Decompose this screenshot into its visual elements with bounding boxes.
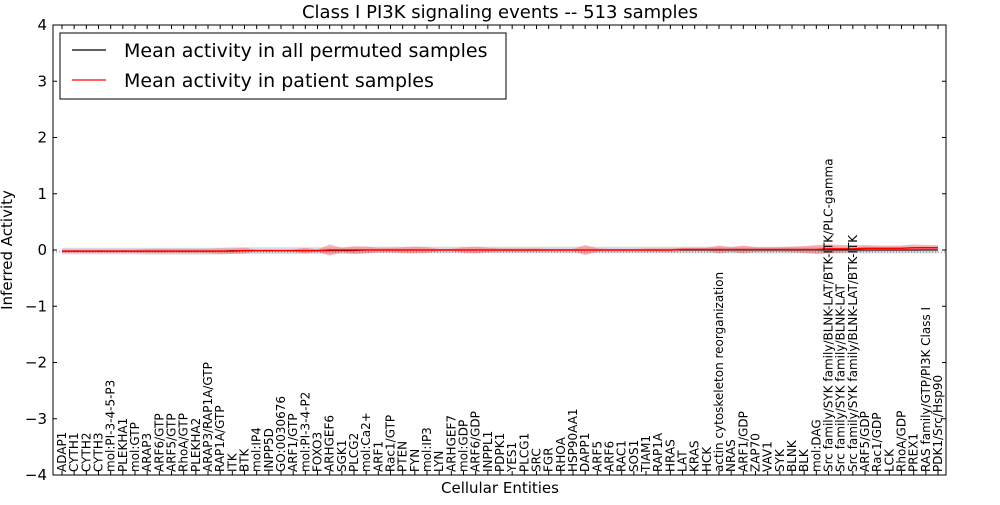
y-tick-label: −4: [25, 466, 47, 484]
x-category-label: SOS1: [627, 440, 641, 472]
x-category-label: RAP1A/GTP: [213, 405, 227, 472]
series-line-patient: [62, 247, 938, 252]
x-category-label: RAC1: [615, 440, 629, 472]
x-category-label: PLCG1: [517, 433, 531, 472]
chart-title: Class I PI3K signaling events -- 513 sam…: [302, 2, 698, 23]
x-category-label: YES1: [505, 442, 519, 473]
x-category-label: mol:DAG: [809, 419, 823, 472]
x-category-label: RHOA: [554, 436, 568, 472]
x-category-label: SRC: [530, 448, 544, 472]
x-category-label: FOXO3: [311, 432, 325, 472]
x-category-label: ADAP1: [55, 432, 69, 472]
x-category-label: mol:Ca2+: [359, 412, 373, 472]
x-category-label: HSP90AA1: [566, 408, 580, 472]
x-category-label: actin cytoskeleton reorganization: [712, 272, 726, 472]
x-category-label: LAT: [676, 450, 690, 472]
x-category-label: ARF5/GTP: [165, 413, 179, 472]
x-category-label: ARF1/GDP: [736, 411, 750, 472]
x-category-label: mol:GDP: [457, 420, 471, 472]
legend: Mean activity in all permuted samples Me…: [59, 32, 507, 100]
x-category-label: DAPP1: [578, 433, 592, 472]
x-category-label: Rac1/GDP: [870, 413, 884, 472]
x-category-label: SYK: [773, 448, 787, 472]
x-category-label: ARAP3: [140, 433, 154, 472]
y-tick-label: 3: [37, 72, 47, 90]
y-tick-label: 0: [37, 241, 47, 259]
x-category-label: BLNK: [785, 439, 799, 472]
x-category-label: ARF6/GTP: [152, 413, 166, 472]
x-category-label: ARF5/GDP: [858, 411, 872, 472]
x-category-label: Src family/SYK family/BLNK-LAT/BTK-ITK: [846, 234, 860, 472]
x-category-label: ARF1: [371, 441, 385, 472]
legend-box: [59, 32, 507, 100]
x-category-label: HRAS: [663, 439, 677, 472]
x-category-label: GO:0030676: [274, 396, 288, 472]
x-category-label: mol:IP3: [420, 427, 434, 472]
x-category-label: Src family/SYK family/BLNK-LAT/BTK-ITK/P…: [822, 158, 836, 472]
y-axis-ticks: 4 3 2 1 0 −1 −2 −3 −4: [25, 16, 946, 484]
y-axis-label: Inferred Activity: [0, 190, 16, 310]
x-category-label: mol:PI-3-4-5-P3: [104, 380, 118, 472]
x-category-label: mol:PI-3-4-P2: [298, 392, 312, 472]
legend-label-patient: Mean activity in patient samples: [124, 70, 434, 92]
x-category-label: mol:IP4: [250, 427, 264, 472]
x-category-label: LCK: [882, 448, 896, 472]
x-category-label: ARHGEF6: [323, 415, 337, 472]
x-category-label: FGR: [542, 447, 556, 472]
x-category-label: PLCG2: [347, 433, 361, 472]
x-category-label: RhoA/GTP: [177, 413, 191, 472]
x-category-label: RAP1A: [651, 432, 665, 472]
x-axis-category-labels: ADAP1CYTH1CYTH2CYTH3mol:PI-3-4-5-P3PLEKH…: [55, 158, 945, 473]
x-category-label: CYTH3: [92, 433, 106, 473]
x-axis-label: Cellular Entities: [441, 479, 559, 497]
x-category-label: ARF1/GTP: [286, 413, 300, 472]
x-category-label: LYN: [432, 451, 446, 472]
y-tick-label: 1: [37, 185, 47, 203]
x-category-label: ARHGEF7: [444, 415, 458, 472]
y-tick-label: 4: [37, 16, 47, 34]
x-category-label: RhoA/GDP: [895, 411, 909, 472]
x-category-label: ARF5: [590, 441, 604, 472]
x-category-label: PLEKHA2: [189, 418, 203, 472]
x-category-label: HCK: [700, 446, 714, 472]
x-category-label: Rac1/GTP: [384, 415, 398, 472]
x-category-label: PREX1: [907, 433, 921, 472]
x-category-label: CYTH2: [79, 433, 93, 473]
x-category-label: VAV1: [761, 441, 775, 472]
x-category-label: PLEKHA1: [116, 418, 130, 472]
x-category-label: Src family/SYK family/BLNK-LAT: [834, 283, 848, 472]
x-category-label: ARF6/GDP: [469, 411, 483, 472]
x-category-label: INPPL1: [481, 431, 495, 472]
x-axis-ticks: [61, 25, 939, 475]
x-category-label: CYTH1: [67, 433, 81, 473]
x-category-label: ITK: [225, 452, 239, 472]
y-tick-label: 2: [37, 129, 47, 147]
x-category-label: PTEN: [396, 441, 410, 472]
x-category-label: SGK1: [335, 440, 349, 472]
x-category-label: RAS family/GTP/PI3K Class I: [919, 307, 933, 472]
x-category-label: KRAS: [688, 440, 702, 472]
x-category-label: BTK: [238, 447, 252, 472]
x-category-label: TIAM1: [639, 435, 653, 473]
y-tick-label: −3: [25, 410, 47, 428]
y-tick-label: −1: [25, 297, 47, 315]
x-category-label: ARF6: [603, 441, 617, 472]
series-lines: [53, 247, 946, 253]
legend-label-permuted: Mean activity in all permuted samples: [124, 40, 487, 62]
x-category-label: NRAS: [724, 439, 738, 472]
x-category-label: BLK: [797, 448, 811, 472]
y-tick-label: −2: [25, 354, 47, 372]
x-category-label: ARAP3/RAP1A/GTP: [201, 362, 215, 472]
x-category-label: PDPK1: [493, 433, 507, 472]
x-category-label: INPP5D: [262, 428, 276, 472]
x-category-label: FYN: [408, 449, 422, 472]
x-category-label: ZAP70: [749, 433, 763, 472]
x-category-label: mol:GTP: [128, 422, 142, 472]
x-category-label: PDK1/Src/Hsp90: [931, 375, 945, 472]
